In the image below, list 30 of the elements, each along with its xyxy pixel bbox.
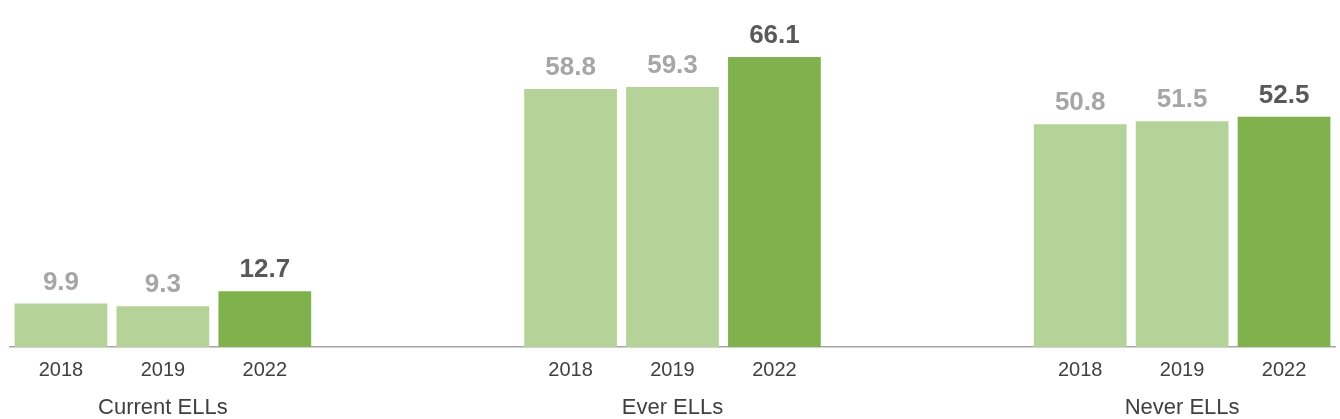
x-tick-label: 2019 [1159, 357, 1205, 380]
text: Ever ELLs [621, 394, 724, 419]
bar [626, 86, 719, 347]
bar [1033, 124, 1127, 347]
x-tick-label: 2022 [1261, 357, 1307, 380]
bar [1135, 121, 1229, 347]
data-label: 66.1 [749, 19, 800, 50]
data-label: 52.5 [1258, 78, 1310, 109]
bar [728, 57, 821, 347]
x-tick-label: 2019 [650, 357, 695, 380]
data-label: 9.9 [42, 265, 80, 296]
bar [14, 303, 108, 347]
bar [1237, 116, 1331, 347]
x-tick-label: 2022 [752, 357, 797, 380]
x-tick-label: 2018 [1057, 357, 1103, 380]
data-label: 51.5 [1156, 83, 1208, 114]
data-label: 9.3 [144, 268, 181, 299]
text: Current ELLs [98, 394, 228, 419]
data-label: 58.8 [545, 51, 596, 82]
data-label: 59.3 [647, 49, 698, 80]
bar [218, 291, 312, 347]
x-tick-label: 2018 [38, 357, 84, 380]
data-label: 12.7 [239, 253, 291, 284]
bar [116, 306, 210, 347]
data-label: 50.8 [1054, 86, 1106, 117]
x-tick-label: 2019 [140, 357, 186, 380]
bar [524, 89, 617, 347]
x-tick-label: 2018 [548, 357, 593, 380]
text: Never ELLs [1124, 394, 1240, 419]
x-tick-label: 2022 [242, 357, 288, 380]
